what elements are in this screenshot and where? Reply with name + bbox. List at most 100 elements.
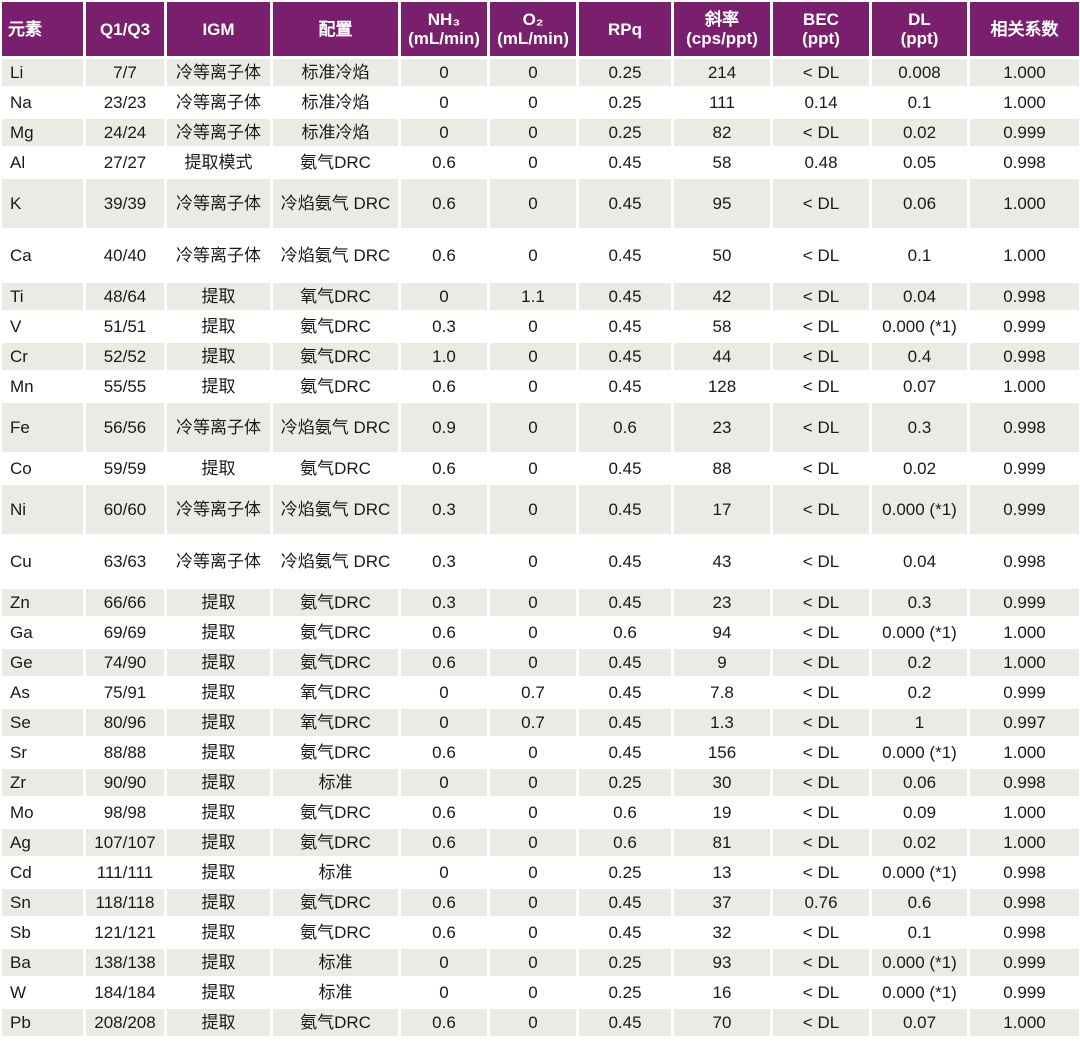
table-row: Sb 121/121 提取 氨气DRC 0.6 0 0.45 32 < DL 0.1 0.998: [2, 919, 1079, 946]
cell-rpq: 0.6: [579, 829, 671, 856]
cell-q1q3: 90/90: [86, 769, 164, 796]
cell-config: 冷焰氨气 DRC: [273, 485, 398, 534]
cell-element: Sb: [2, 919, 83, 946]
cell-dl: 0.6: [872, 889, 967, 916]
cell-nh3: 0.6: [401, 619, 487, 646]
header-igm-line: IGM: [202, 19, 235, 39]
cell-rpq: 0.25: [579, 979, 671, 1006]
cell-bec: < DL: [773, 373, 869, 400]
cell-bec: < DL: [773, 283, 869, 310]
cell-dl: 0.2: [872, 679, 967, 706]
cell-q1q3: 75/91: [86, 679, 164, 706]
cell-nh3: 0.6: [401, 889, 487, 916]
cell-config: 氨气DRC: [273, 829, 398, 856]
cell-igm: 提取模式: [167, 149, 270, 176]
header-rpq: RPq: [579, 2, 671, 56]
header-dl: DL (ppt): [872, 2, 967, 56]
cell-o2: 0: [490, 889, 576, 916]
cell-nh3: 0.6: [401, 149, 487, 176]
cell-igm: 提取: [167, 589, 270, 616]
cell-igm: 提取: [167, 859, 270, 886]
cell-r: 0.998: [970, 859, 1079, 886]
cell-dl: 0.05: [872, 149, 967, 176]
header-bec-line: (ppt): [802, 29, 840, 48]
cell-o2: 0: [490, 589, 576, 616]
header-nh3-line: (mL/min): [408, 29, 480, 48]
cell-q1q3: 55/55: [86, 373, 164, 400]
cell-igm: 冷等离子体: [167, 89, 270, 116]
header-igm: IGM: [167, 2, 270, 56]
cell-config: 冷焰氨气 DRC: [273, 179, 398, 228]
table-row: Ti 48/64 提取 氧气DRC 0 1.1 0.45 42 < DL 0.04 0.998: [2, 283, 1079, 310]
table-row: Mg 24/24 冷等离子体 标准冷焰 0 0 0.25 82 < DL 0.02 0.999: [2, 119, 1079, 146]
cell-igm: 冷等离子体: [167, 485, 270, 534]
cell-r: 1.000: [970, 1009, 1079, 1036]
cell-dl: 0.3: [872, 589, 967, 616]
cell-bec: < DL: [773, 537, 869, 586]
cell-rpq: 0.45: [579, 149, 671, 176]
cell-config: 氨气DRC: [273, 313, 398, 340]
cell-slope: 17: [674, 485, 770, 534]
cell-o2: 0: [490, 119, 576, 146]
cell-config: 氨气DRC: [273, 799, 398, 826]
cell-element: Cu: [2, 537, 83, 586]
cell-slope: 82: [674, 119, 770, 146]
cell-r: 0.998: [970, 149, 1079, 176]
cell-bec: < DL: [773, 649, 869, 676]
header-r-line: 相关系数: [990, 19, 1059, 39]
cell-nh3: 0.3: [401, 589, 487, 616]
cell-config: 标准: [273, 979, 398, 1006]
cell-dl: 0.000 (*1): [872, 619, 967, 646]
cell-config: 氨气DRC: [273, 739, 398, 766]
cell-element: Mn: [2, 373, 83, 400]
cell-q1q3: 7/7: [86, 59, 164, 86]
cell-slope: 156: [674, 739, 770, 766]
cell-bec: < DL: [773, 619, 869, 646]
cell-r: 1.000: [970, 179, 1079, 228]
cell-config: 氧气DRC: [273, 283, 398, 310]
cell-dl: 0.000 (*1): [872, 859, 967, 886]
cell-slope: 70: [674, 1009, 770, 1036]
table-row: Mo 98/98 提取 氨气DRC 0.6 0 0.6 19 < DL 0.09 1.000: [2, 799, 1079, 826]
table-row: Ga 69/69 提取 氨气DRC 0.6 0 0.6 94 < DL 0.000 (*1) 1.0…: [2, 619, 1079, 646]
header-element-line: 元素: [8, 19, 42, 39]
table-row: Se 80/96 提取 氧气DRC 0 0.7 0.45 1.3 < DL 1 0.997: [2, 709, 1079, 736]
cell-dl: 0.000 (*1): [872, 979, 967, 1006]
cell-rpq: 0.45: [579, 343, 671, 370]
header-slope-line: 斜率: [705, 10, 739, 29]
cell-config: 标准: [273, 859, 398, 886]
table-row: Ni 60/60 冷等离子体 冷焰氨气 DRC 0.3 0 0.45 17 < DL 0.000 …: [2, 485, 1079, 534]
cell-q1q3: 111/111: [86, 859, 164, 886]
header-q1q3-line: Q1/Q3: [99, 19, 151, 39]
cell-dl: 0.008: [872, 59, 967, 86]
cell-element: Co: [2, 455, 83, 482]
cell-bec: < DL: [773, 59, 869, 86]
cell-igm: 冷等离子体: [167, 403, 270, 452]
cell-igm: 提取: [167, 769, 270, 796]
cell-igm: 提取: [167, 283, 270, 310]
cell-slope: 43: [674, 537, 770, 586]
cell-q1q3: 59/59: [86, 455, 164, 482]
cell-q1q3: 23/23: [86, 89, 164, 116]
cell-nh3: 0: [401, 709, 487, 736]
cell-slope: 1.3: [674, 709, 770, 736]
table-row: Cd 111/111 提取 标准 0 0 0.25 13 < DL 0.000 (*1) 0.998: [2, 859, 1079, 886]
cell-element: Ti: [2, 283, 83, 310]
cell-rpq: 0.25: [579, 769, 671, 796]
cell-slope: 30: [674, 769, 770, 796]
cell-nh3: 0: [401, 679, 487, 706]
cell-dl: 0.09: [872, 799, 967, 826]
cell-q1q3: 184/184: [86, 979, 164, 1006]
cell-element: Zn: [2, 589, 83, 616]
cell-r: 0.998: [970, 343, 1079, 370]
table-row: Fe 56/56 冷等离子体 冷焰氨气 DRC 0.9 0 0.6 23 < DL 0.3 0.99…: [2, 403, 1079, 452]
table-row: Ag 107/107 提取 氨气DRC 0.6 0 0.6 81 < DL 0.02 1.000: [2, 829, 1079, 856]
cell-q1q3: 107/107: [86, 829, 164, 856]
cell-q1q3: 27/27: [86, 149, 164, 176]
cell-slope: 32: [674, 919, 770, 946]
cell-o2: 0: [490, 859, 576, 886]
cell-config: 冷焰氨气 DRC: [273, 403, 398, 452]
cell-bec: < DL: [773, 485, 869, 534]
table-row: Li 7/7 冷等离子体 标准冷焰 0 0 0.25 214 < DL 0.008 1.000: [2, 59, 1079, 86]
